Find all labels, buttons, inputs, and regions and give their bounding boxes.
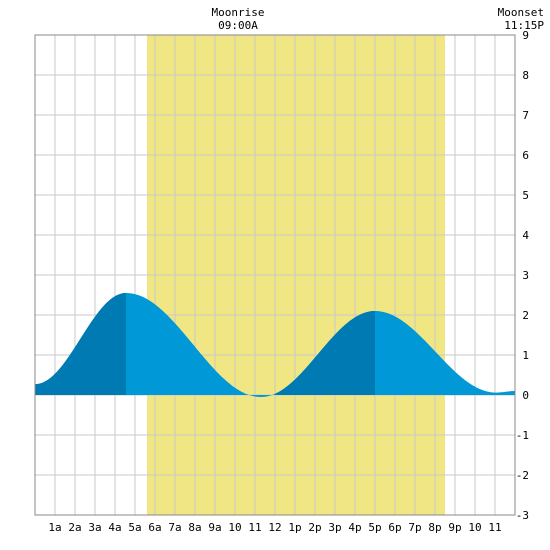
x-tick-label: 9a: [208, 521, 221, 534]
moonrise-label: Moonrise: [212, 6, 265, 19]
moonset-label: Moonset: [498, 6, 544, 19]
x-tick-label: 10: [468, 521, 481, 534]
x-tick-label: 7a: [168, 521, 181, 534]
x-tick-label: 11: [248, 521, 261, 534]
y-tick-label: -2: [516, 469, 529, 482]
tide-area-dark: [275, 311, 375, 395]
x-tick-label: 3a: [88, 521, 101, 534]
x-tick-label: 8p: [428, 521, 441, 534]
x-tick-label: 5p: [368, 521, 381, 534]
x-tick-label: 5a: [128, 521, 141, 534]
x-tick-label: 4p: [348, 521, 361, 534]
y-tick-label: 8: [522, 69, 529, 82]
x-tick-label: 8a: [188, 521, 201, 534]
x-tick-label: 9p: [448, 521, 461, 534]
y-tick-label: 7: [522, 109, 529, 122]
y-tick-label: -1: [516, 429, 529, 442]
moonset-time: 11:15P: [504, 19, 544, 32]
grid-lines: [35, 35, 515, 515]
y-tick-label: -3: [516, 509, 529, 522]
tide-area-light: [35, 293, 515, 397]
x-tick-label: 12: [268, 521, 281, 534]
x-axis-tick-labels: 1a 2a 3a 4a 5a 6a 7a 8a 9a 10 11 12 1p 2p 3p 4p 5p 6p 7p 8p…: [48, 521, 501, 534]
y-tick-label: 4: [522, 229, 529, 242]
y-axis-tick-labels: -3 -2 -1 0 1 2 3 4 5 6 7 8 9: [516, 29, 530, 522]
x-tick-label: 2a: [68, 521, 81, 534]
x-tick-label: 1a: [48, 521, 61, 534]
y-tick-label: 0: [522, 389, 529, 402]
moonrise-time: 09:00A: [218, 19, 258, 32]
y-tick-label: 6: [522, 149, 529, 162]
x-tick-label: 3p: [328, 521, 341, 534]
x-tick-label: 2p: [308, 521, 321, 534]
plot-frame: [34, 34, 516, 516]
x-tick-label: 6a: [148, 521, 161, 534]
x-tick-label: 6p: [388, 521, 401, 534]
x-tick-label: 10: [228, 521, 241, 534]
y-tick-label: 9: [522, 29, 529, 42]
x-tick-label: 11: [488, 521, 501, 534]
x-tick-label: 4a: [108, 521, 121, 534]
x-tick-label: 1p: [288, 521, 301, 534]
y-tick-label: 1: [522, 349, 529, 362]
y-tick-label: 3: [522, 269, 529, 282]
y-tick-label: 5: [522, 189, 529, 202]
y-tick-label: 2: [522, 309, 529, 322]
tide-area-dark: [35, 293, 126, 395]
x-tick-label: 7p: [408, 521, 421, 534]
tide-area: [35, 293, 515, 397]
